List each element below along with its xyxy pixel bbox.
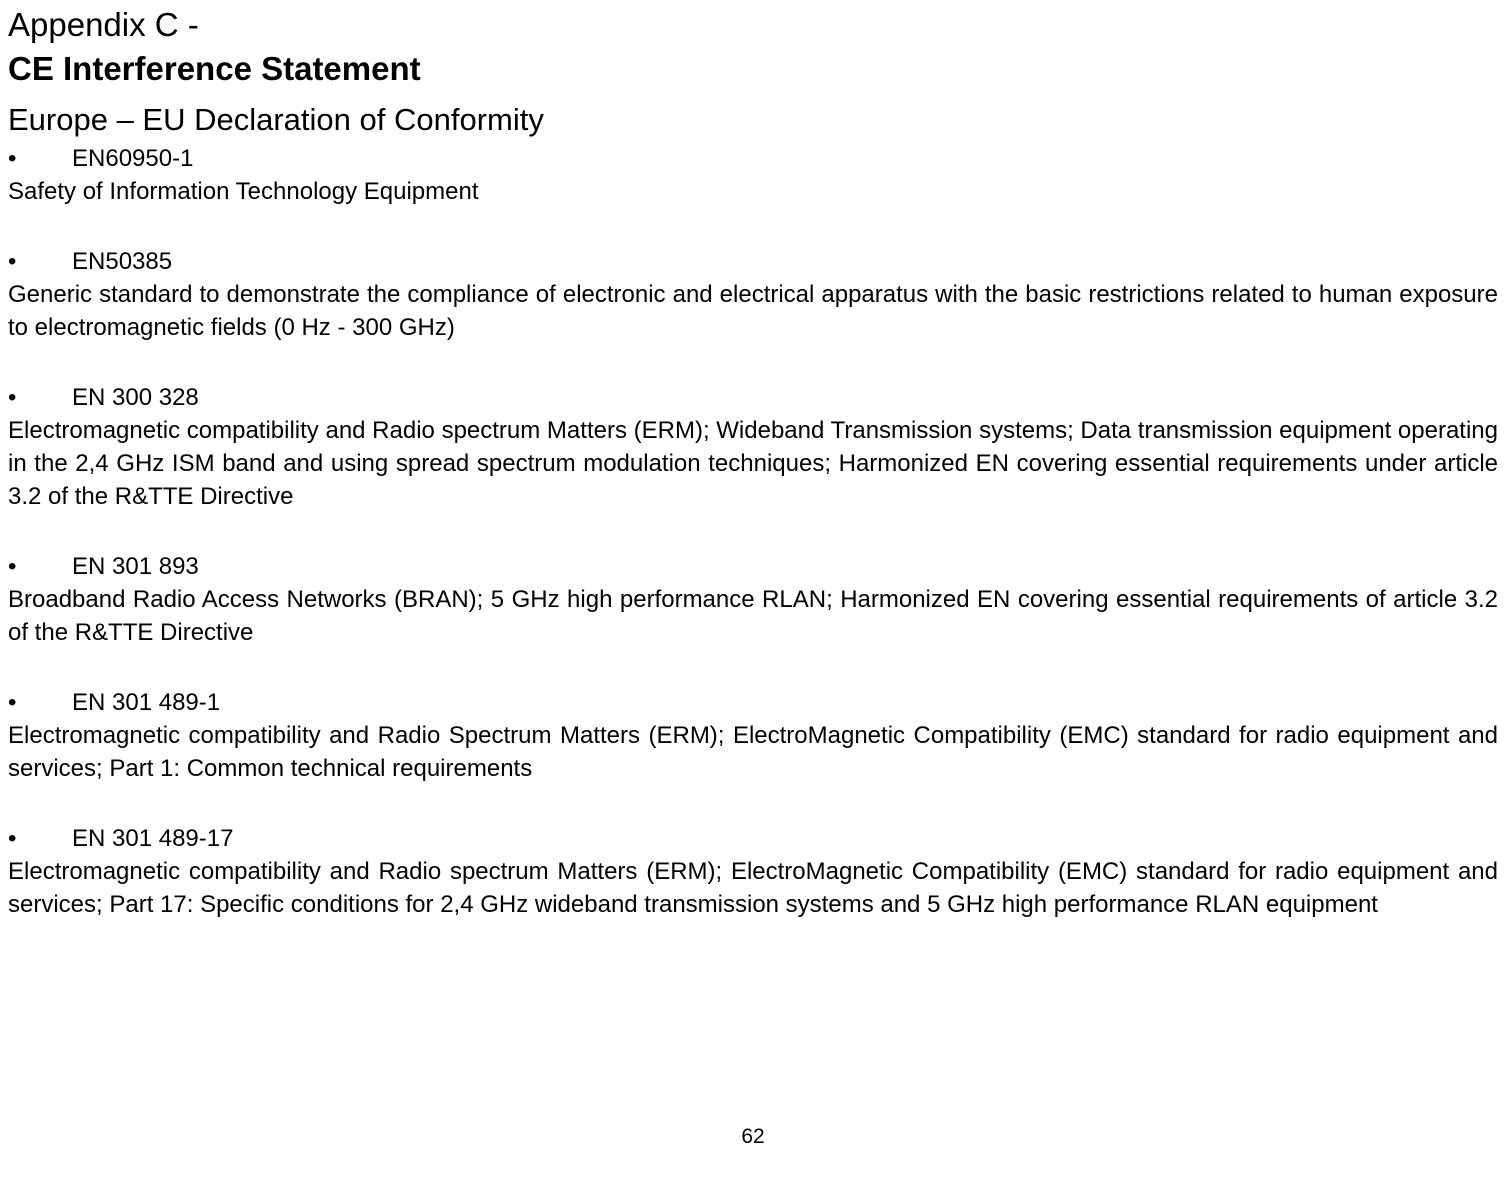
- standard-code: EN 301 893: [72, 553, 199, 580]
- spacer: [8, 513, 1498, 546]
- bullet-icon: •: [8, 381, 72, 414]
- standard-code: EN50385: [72, 248, 172, 275]
- standard-block: •EN 300 328 Electromagnetic compatibilit…: [8, 381, 1498, 513]
- page-number: 62: [0, 1125, 1506, 1149]
- standard-description: Broadband Radio Access Networks (BRAN); …: [8, 583, 1498, 649]
- spacer: [8, 649, 1498, 682]
- bullet-icon: •: [8, 245, 72, 278]
- standard-description: Safety of Information Technology Equipme…: [8, 175, 1498, 208]
- standard-description: Generic standard to demonstrate the comp…: [8, 278, 1498, 344]
- standard-description: Electromagnetic compatibility and Radio …: [8, 414, 1498, 513]
- subheading: Europe – EU Declaration of Conformity: [8, 102, 1498, 138]
- bullet-icon: •: [8, 686, 72, 719]
- appendix-label: Appendix C -: [8, 6, 1498, 44]
- standard-block: •EN 301 489-17 Electromagnetic compatibi…: [8, 822, 1498, 921]
- standard-description: Electromagnetic compatibility and Radio …: [8, 855, 1498, 921]
- bullet-icon: •: [8, 142, 72, 175]
- standard-code: EN 301 489-1: [72, 689, 220, 716]
- standard-block: •EN60950-1 Safety of Information Technol…: [8, 142, 1498, 208]
- bullet-icon: •: [8, 822, 72, 855]
- spacer: [8, 208, 1498, 241]
- page-title: CE Interference Statement: [8, 50, 1498, 88]
- standard-code: EN 301 489-17: [72, 825, 233, 852]
- standard-block: •EN 301 893 Broadband Radio Access Netwo…: [8, 550, 1498, 649]
- standard-code: EN 300 328: [72, 384, 199, 411]
- standard-code: EN60950-1: [72, 145, 193, 172]
- standard-description: Electromagnetic compatibility and Radio …: [8, 719, 1498, 785]
- bullet-icon: •: [8, 550, 72, 583]
- standard-block: •EN50385 Generic standard to demonstrate…: [8, 245, 1498, 344]
- spacer: [8, 785, 1498, 818]
- standard-block: •EN 301 489-1 Electromagnetic compatibil…: [8, 686, 1498, 785]
- spacer: [8, 344, 1498, 377]
- document-page: Appendix C - CE Interference Statement E…: [0, 6, 1506, 1177]
